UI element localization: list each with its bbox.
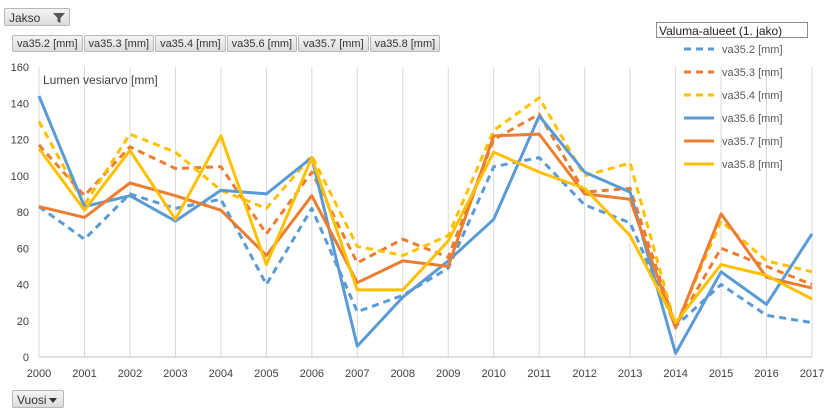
y-tick-label: 40 bbox=[17, 280, 29, 292]
series-button-va35-8[interactable]: va35.8 [mm] bbox=[369, 35, 441, 52]
filter-icon bbox=[53, 13, 65, 23]
series-button-va35-7[interactable]: va35.7 [mm] bbox=[298, 35, 369, 52]
series-line-va35-4 bbox=[37, 96, 813, 328]
legend-label: va35.4 [mm] bbox=[722, 90, 783, 102]
y-tick-label: 80 bbox=[17, 207, 29, 219]
jakso-filter-button[interactable]: Jakso bbox=[4, 8, 70, 26]
x-tick-label: 2011 bbox=[527, 368, 551, 380]
series-line-va35-2 bbox=[38, 156, 813, 328]
x-tick-label: 2003 bbox=[163, 368, 187, 380]
x-tick-label: 2006 bbox=[300, 368, 324, 380]
y-tick-label: 160 bbox=[11, 62, 29, 74]
legend-label: va35.3 [mm] bbox=[722, 67, 783, 79]
series-button-va35-3[interactable]: va35.3 [mm] bbox=[83, 35, 155, 52]
axes: 2000 2001 2002 2003 2004 2005 2006 2007 2008 2009… bbox=[11, 62, 825, 380]
series-line-va35-6 bbox=[37, 95, 814, 355]
y-tick-label: 60 bbox=[17, 243, 29, 255]
x-tick-label: 2014 bbox=[663, 368, 687, 380]
chart-title: Lumen vesiarvo [mm] bbox=[43, 73, 158, 87]
legend: va35.2 [mm] va35.3 [mm] va35.4 [mm] va35.6 … bbox=[684, 44, 783, 171]
y-tick-label: 100 bbox=[11, 171, 29, 183]
y-tick-label: 140 bbox=[11, 98, 29, 110]
x-tick-label: 2016 bbox=[754, 368, 778, 380]
legend-title-dropdown[interactable]: Valuma-alueet (1. jako) bbox=[656, 22, 808, 38]
x-tick-label: 2013 bbox=[618, 368, 642, 380]
series-line-va35-3 bbox=[37, 112, 813, 328]
x-tick-label: 2005 bbox=[254, 368, 278, 380]
x-tick-label: 2008 bbox=[391, 368, 415, 380]
series-button-va35-4[interactable]: va35.4 [mm] bbox=[155, 35, 226, 52]
vuosi-filter-button[interactable]: Vuosi bbox=[12, 390, 64, 408]
x-tick-label: 2009 bbox=[436, 368, 460, 380]
legend-label: va35.6 [mm] bbox=[722, 113, 783, 125]
x-tick-label: 2010 bbox=[481, 368, 505, 380]
y-tick-label: 0 bbox=[23, 352, 29, 364]
legend-label: va35.8 [mm] bbox=[722, 159, 783, 171]
legend-label: va35.2 [mm] bbox=[722, 44, 783, 56]
x-tick-label: 2015 bbox=[709, 368, 733, 380]
y-tick-label: 20 bbox=[17, 316, 29, 328]
x-tick-label: 2002 bbox=[118, 368, 142, 380]
x-tick-label: 2007 bbox=[345, 368, 369, 380]
series-line-va35-8 bbox=[37, 134, 813, 325]
x-tick-label: 2012 bbox=[572, 368, 596, 380]
series-field-buttons: va35.2 [mm] va35.3 [mm] va35.4 [mm] va35… bbox=[12, 35, 441, 53]
series-button-va35-2[interactable]: va35.2 [mm] bbox=[12, 35, 83, 52]
x-tick-label: 2017 bbox=[800, 368, 824, 380]
jakso-label: Jakso bbox=[9, 11, 41, 25]
series-button-va35-6[interactable]: va35.6 [mm] bbox=[226, 35, 298, 52]
x-tick-label: 2004 bbox=[209, 368, 233, 380]
x-tick-label: 2001 bbox=[72, 368, 96, 380]
y-tick-label: 120 bbox=[11, 135, 29, 147]
gridlines bbox=[38, 67, 813, 357]
dropdown-arrow-icon bbox=[49, 398, 57, 403]
legend-label: va35.7 [mm] bbox=[722, 136, 783, 148]
vuosi-label: Vuosi bbox=[17, 393, 47, 407]
series-lines bbox=[37, 95, 814, 355]
x-tick-label: 2000 bbox=[27, 368, 51, 380]
